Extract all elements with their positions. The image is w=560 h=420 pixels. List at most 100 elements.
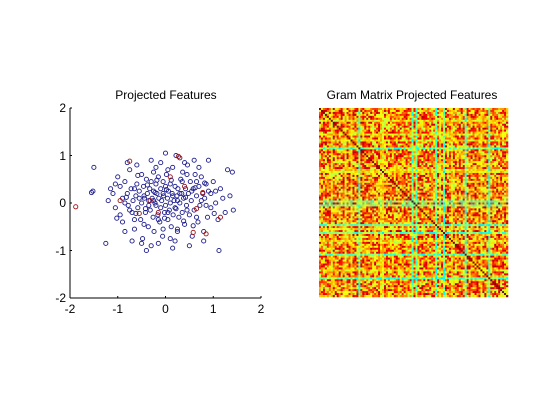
heatmap-cell — [464, 172, 467, 176]
heatmap-cell — [320, 178, 324, 182]
heatmap-cell — [324, 198, 328, 201]
heatmap-cell — [411, 135, 414, 138]
heatmap-cell — [374, 149, 377, 152]
heatmap-cell — [399, 171, 402, 174]
heatmap-cell — [389, 115, 393, 119]
heatmap-cell — [417, 176, 420, 180]
heatmap-cell — [454, 188, 458, 191]
heatmap-cell — [468, 167, 471, 170]
heatmap-cell — [427, 157, 430, 160]
heatmap-cell — [356, 182, 359, 186]
heatmap-cell — [429, 194, 432, 197]
heatmap-cell — [445, 111, 448, 115]
heatmap-cell — [439, 180, 442, 184]
heatmap-cell — [320, 202, 324, 205]
scatter-point — [174, 228, 180, 235]
heatmap-cell — [466, 123, 469, 126]
heatmap-cell — [320, 180, 324, 184]
heatmap-cell — [504, 159, 507, 162]
heatmap-cell — [421, 111, 424, 115]
heatmap-cell — [376, 200, 379, 203]
heatmap-cell — [364, 143, 367, 146]
heatmap-cell — [454, 192, 458, 195]
heatmap-cell — [330, 119, 334, 123]
heatmap-cell — [334, 113, 337, 117]
heatmap-cell — [330, 137, 334, 140]
heatmap-cell — [423, 192, 426, 195]
heatmap-cell — [350, 131, 353, 134]
scatter-point — [186, 243, 192, 249]
heatmap-cell — [338, 180, 341, 184]
heatmap-cell — [476, 133, 479, 136]
scatter-point — [175, 153, 181, 159]
heatmap-cell — [478, 115, 481, 119]
heatmap-cell — [322, 171, 326, 174]
heatmap-cell — [502, 172, 505, 176]
heatmap-cell — [433, 192, 436, 195]
heatmap-cell — [399, 196, 402, 199]
heatmap-cell — [474, 182, 477, 186]
heatmap-cell — [332, 109, 335, 113]
heatmap-cell — [417, 155, 420, 158]
scatter-title: Projected Features — [115, 88, 216, 102]
heatmap-cell — [427, 192, 430, 195]
heatmap-cell — [411, 147, 414, 150]
heatmap-cell — [407, 143, 410, 146]
heatmap-cell — [439, 135, 442, 138]
heatmap-cell — [324, 117, 328, 121]
heatmap-cell — [460, 153, 463, 156]
heatmap-cell — [366, 141, 369, 144]
heatmap-cell — [415, 137, 418, 140]
heatmap-cell — [478, 200, 481, 203]
heatmap-cell — [362, 153, 365, 156]
heatmap-cell — [403, 176, 406, 180]
heatmap-cell — [385, 108, 389, 111]
heatmap-cell — [380, 169, 383, 172]
heatmap-cell — [494, 171, 497, 174]
heatmap-cell — [445, 113, 448, 117]
heatmap-cell — [352, 171, 355, 174]
heatmap-cell — [478, 111, 481, 115]
heatmap-cell — [439, 143, 442, 146]
heatmap-cell — [421, 186, 424, 189]
heatmap-cell — [460, 129, 463, 132]
heatmap-cell — [397, 171, 400, 174]
heatmap-cell — [417, 143, 420, 146]
heatmap-cell — [445, 182, 448, 186]
heatmap-cell — [370, 117, 373, 121]
heatmap-cell — [415, 123, 418, 126]
heatmap-cell — [380, 184, 383, 187]
heatmap-cell — [433, 149, 436, 152]
heatmap-cell — [437, 121, 440, 124]
heatmap-cell — [354, 180, 357, 184]
heatmap-cell — [332, 147, 335, 150]
heatmap-cell — [338, 109, 341, 113]
heatmap-cell — [334, 165, 337, 168]
heatmap-cell — [502, 190, 505, 193]
heatmap-cell — [464, 149, 467, 152]
heatmap-cell — [336, 194, 339, 197]
scatter-point — [172, 205, 178, 211]
heatmap-cell — [486, 125, 489, 128]
heatmap-cell — [431, 119, 434, 123]
heatmap-cell — [403, 155, 406, 158]
heatmap-cell — [366, 111, 369, 115]
heatmap-cell — [376, 184, 379, 187]
heatmap-cell — [494, 167, 497, 170]
heatmap-cell — [338, 169, 341, 172]
heatmap-cell — [328, 165, 332, 168]
heatmap-cell — [498, 174, 501, 178]
heatmap-cell — [370, 167, 373, 170]
heatmap-cell — [356, 163, 359, 166]
heatmap-cell — [405, 171, 408, 174]
heatmap-cell — [458, 129, 461, 132]
heatmap-cell — [446, 186, 450, 189]
heatmap-cell — [364, 196, 367, 199]
heatmap-cell — [322, 115, 326, 119]
heatmap-cell — [344, 141, 347, 144]
heatmap-cell — [389, 157, 393, 160]
heatmap-cell — [472, 127, 475, 130]
heatmap-cell — [415, 155, 418, 158]
heatmap-cell — [417, 198, 420, 201]
heatmap-cell — [391, 147, 395, 150]
